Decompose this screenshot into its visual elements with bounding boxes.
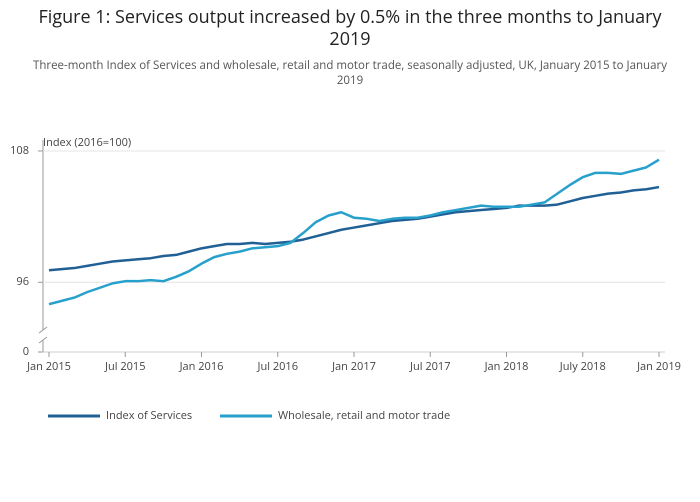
y-tick-label: 0 [23,344,29,359]
x-tick-label: Jul 2016 [257,359,299,374]
y-axis-label: Index (2016=100) [43,135,131,150]
x-tick-label: Jul 2017 [409,359,451,374]
y-tick-label: 96 [16,274,29,289]
legend-label: Index of Services [106,408,192,423]
x-tick-label: July 2018 [559,359,606,374]
x-tick-label: Jan 2015 [26,359,71,374]
legend-label: Wholesale, retail and motor trade [278,408,450,423]
x-tick-label: Jan 2017 [331,359,376,374]
x-tick-label: Jul 2015 [104,359,146,374]
y-tick-label: 108 [10,143,29,158]
x-tick-label: Jan 2019 [636,359,681,374]
x-tick-label: Jan 2016 [179,359,224,374]
chart-subtitle: Three-month Index of Services and wholes… [33,58,667,88]
chart-title: Figure 1: Services output increased by 0… [38,5,662,51]
series-line [48,185,660,272]
x-tick-label: Jan 2018 [484,359,529,374]
axis-break [38,326,48,344]
series-line [48,158,660,306]
